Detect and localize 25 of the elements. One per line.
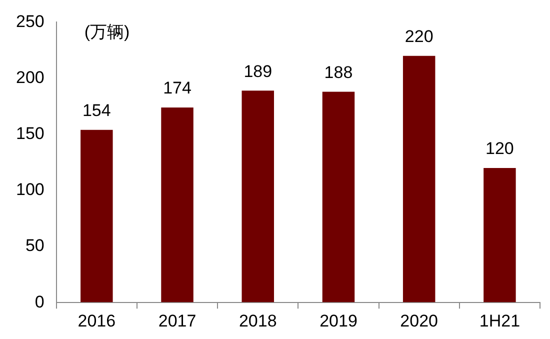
y-tick-label: 150 xyxy=(16,124,44,144)
y-tick-label: 200 xyxy=(16,68,44,87)
bar xyxy=(242,90,274,302)
y-tick-label: 50 xyxy=(25,236,44,256)
data-label: 188 xyxy=(324,62,353,82)
bar xyxy=(402,56,436,302)
x-tick-label: 2018 xyxy=(238,311,277,330)
y-tick-label: 250 xyxy=(16,12,44,31)
x-tick-label: 1H21 xyxy=(479,311,520,330)
annotation: (万辆) xyxy=(84,22,130,42)
bar xyxy=(322,92,355,302)
bar xyxy=(484,168,516,302)
data-label: 120 xyxy=(486,139,514,158)
x-tick-label: 2019 xyxy=(320,311,358,330)
y-tick-label: 0 xyxy=(34,292,44,312)
data-label: 220 xyxy=(404,27,434,46)
x-tick-label: 2020 xyxy=(400,311,438,330)
x-tick-label: 2017 xyxy=(158,311,196,330)
x-tick-label: 2016 xyxy=(78,311,116,330)
bar xyxy=(80,130,113,302)
data-label: 174 xyxy=(163,78,192,98)
data-label: 189 xyxy=(244,62,272,81)
y-tick-label: 100 xyxy=(16,180,44,200)
bar xyxy=(161,107,194,302)
data-label: 154 xyxy=(82,101,111,120)
